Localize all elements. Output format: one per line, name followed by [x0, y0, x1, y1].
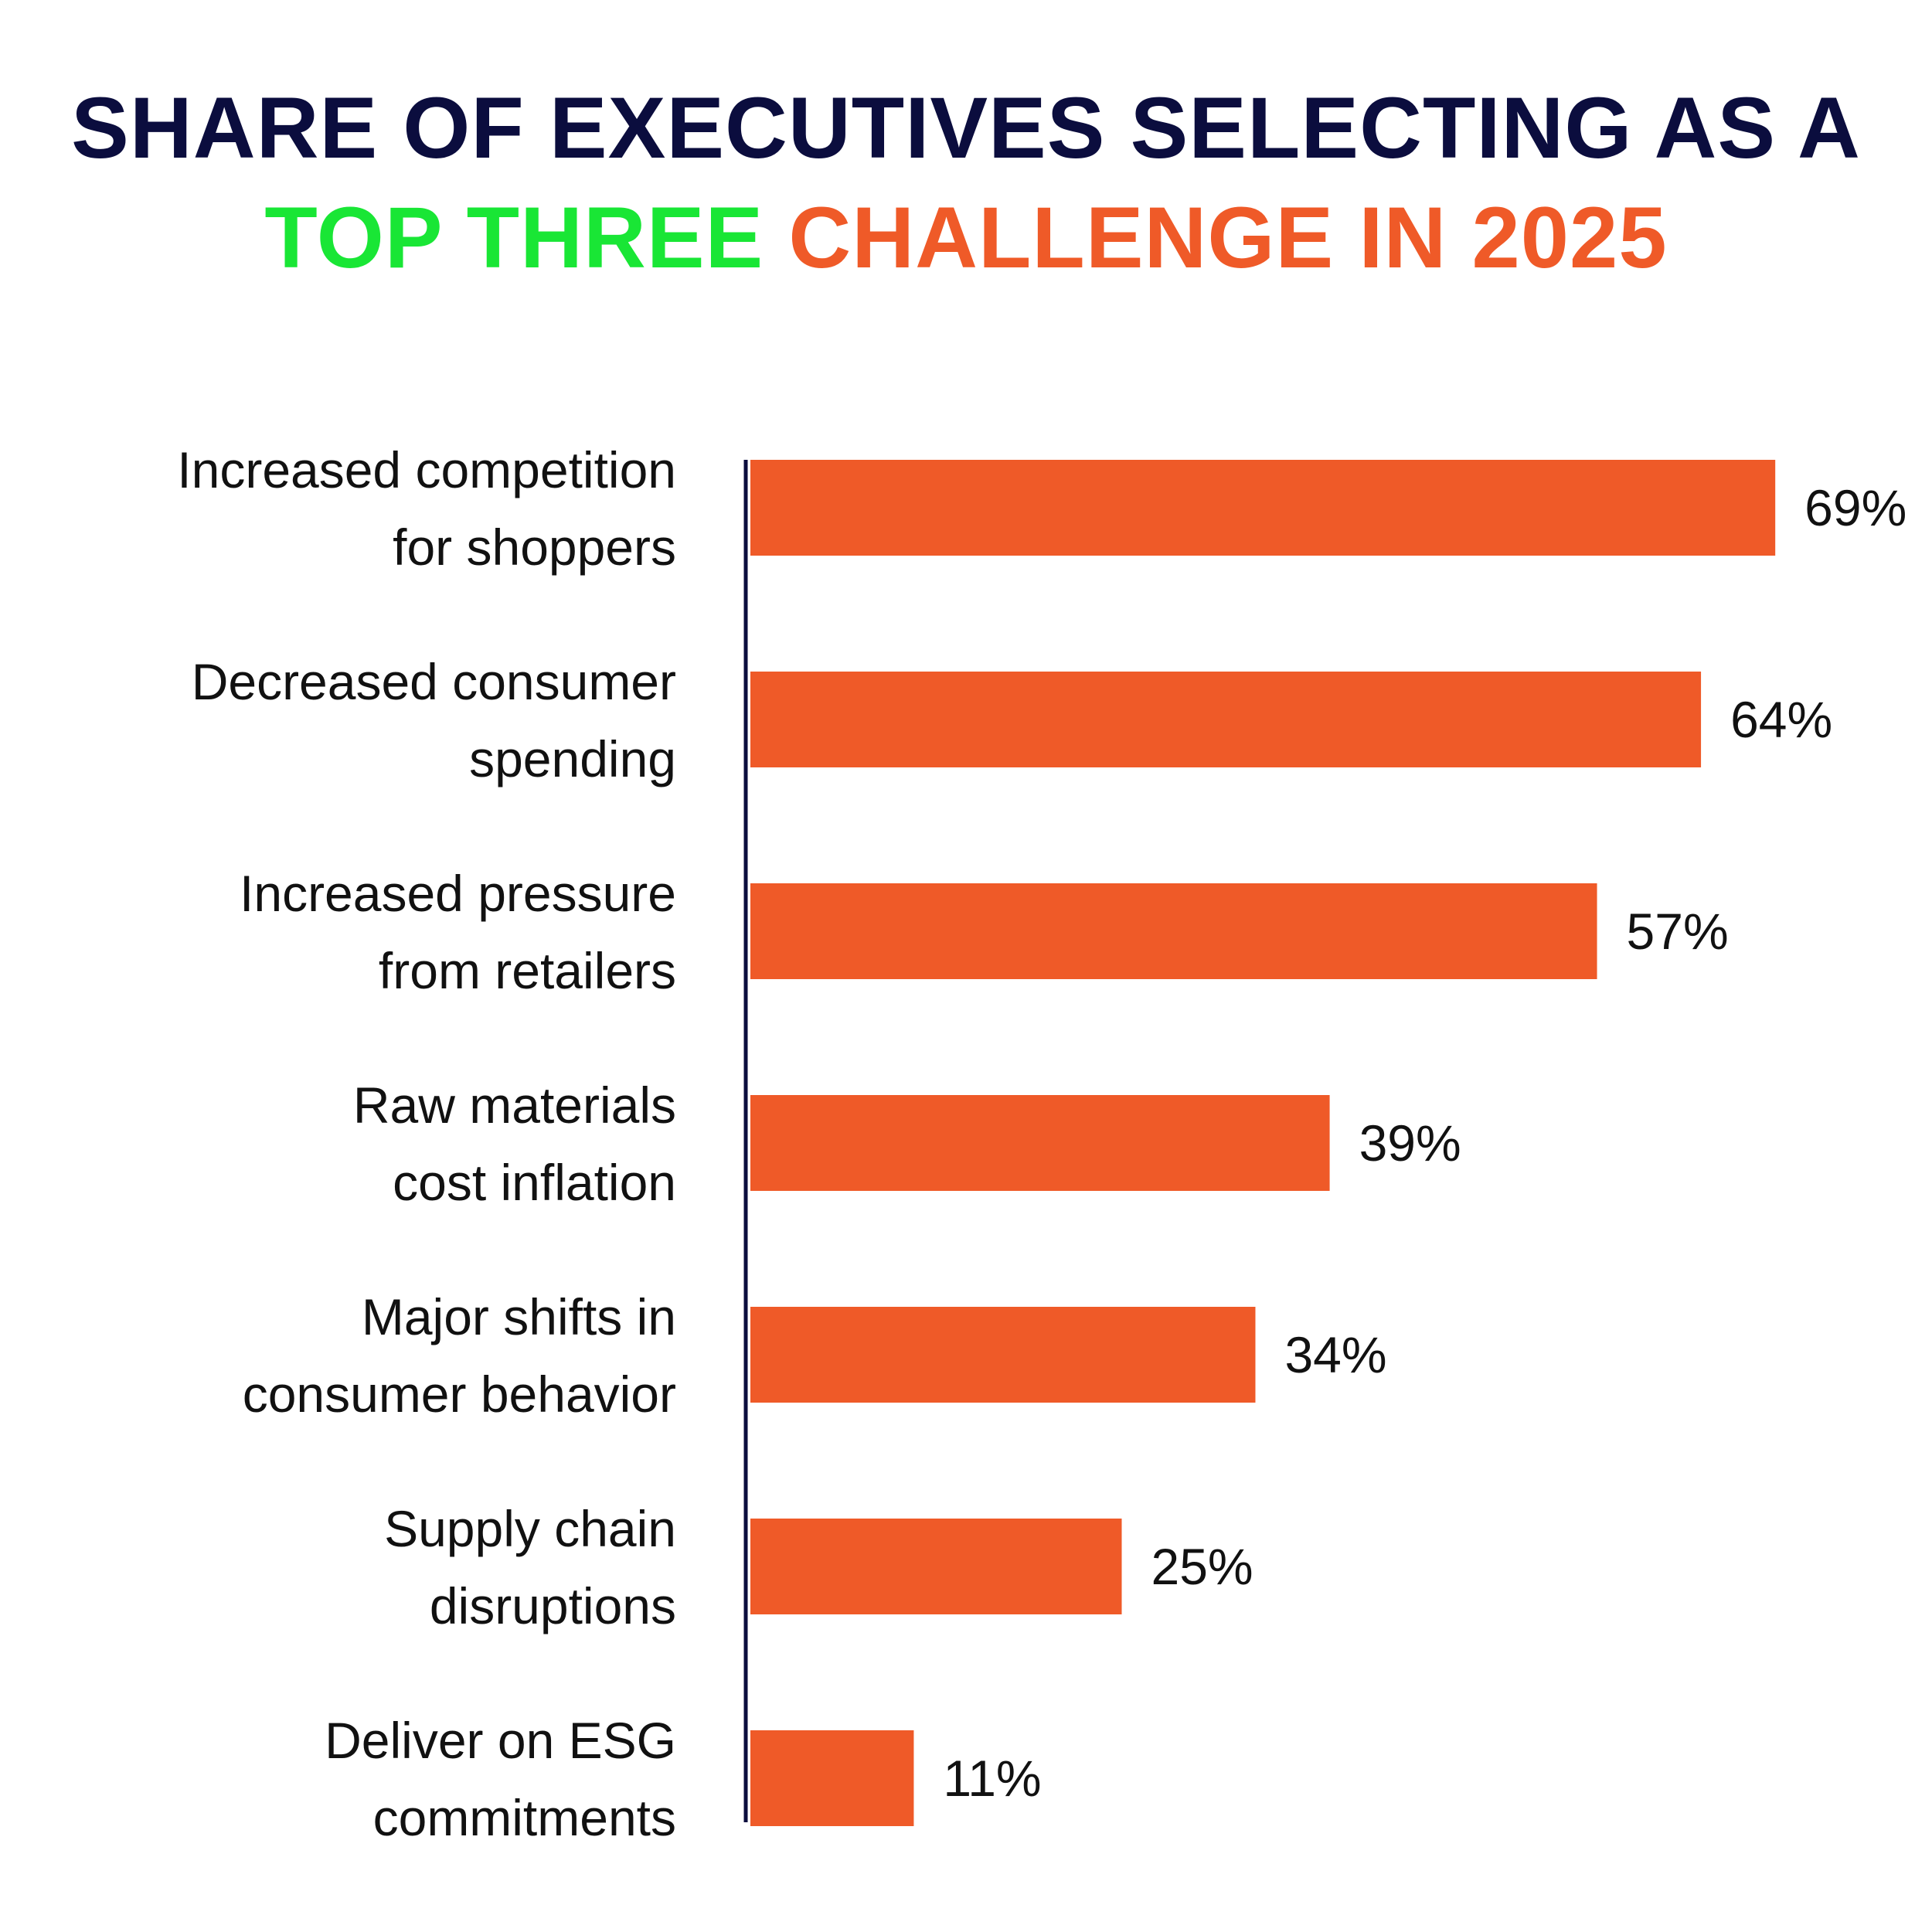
bar-4	[750, 1307, 1256, 1403]
value-label-4: 34%	[1284, 1326, 1386, 1383]
category-label-2-line-1: from retailers	[379, 942, 676, 999]
bar-1	[750, 672, 1702, 767]
bar-2	[750, 883, 1597, 979]
category-label-4-line-0: Major shifts in	[362, 1288, 676, 1345]
bar-5	[750, 1519, 1122, 1614]
value-label-5: 25%	[1151, 1538, 1253, 1595]
title-line-2: TOP THREE CHALLENGE IN 2025	[0, 183, 1932, 293]
bar-6	[750, 1730, 914, 1826]
value-label-0: 69%	[1804, 479, 1906, 536]
chart-title: SHARE OF EXECUTIVES SELECTING AS A TOP T…	[0, 73, 1932, 293]
category-label-0-line-0: Increased competition	[177, 441, 676, 498]
category-label-3-line-0: Raw materials	[353, 1077, 676, 1134]
title-highlight-green: TOP THREE	[264, 189, 764, 286]
value-label-1: 64%	[1730, 691, 1832, 748]
category-label-0-line-1: for shoppers	[393, 519, 676, 576]
bar-0	[750, 460, 1776, 556]
category-label-5-line-1: disruptions	[430, 1577, 676, 1634]
category-label-3-line-1: cost inflation	[393, 1154, 676, 1211]
value-label-6: 11%	[943, 1750, 1041, 1807]
category-label-5-line-0: Supply chain	[384, 1500, 676, 1557]
value-label-3: 39%	[1359, 1114, 1461, 1172]
bar-3	[750, 1095, 1330, 1191]
title-line-1: SHARE OF EXECUTIVES SELECTING AS A	[71, 80, 1861, 176]
category-label-2-line-0: Increased pressure	[240, 865, 676, 922]
category-label-6-line-1: commitments	[373, 1789, 676, 1846]
category-label-4-line-1: consumer behavior	[243, 1366, 676, 1423]
title-highlight-orange: CHALLENGE IN 2025	[788, 189, 1668, 286]
category-label-1-line-0: Decreased consumer	[192, 653, 676, 710]
value-label-2: 57%	[1627, 903, 1729, 960]
category-label-1-line-1: spending	[469, 730, 676, 787]
category-label-6-line-0: Deliver on ESG	[325, 1712, 676, 1769]
